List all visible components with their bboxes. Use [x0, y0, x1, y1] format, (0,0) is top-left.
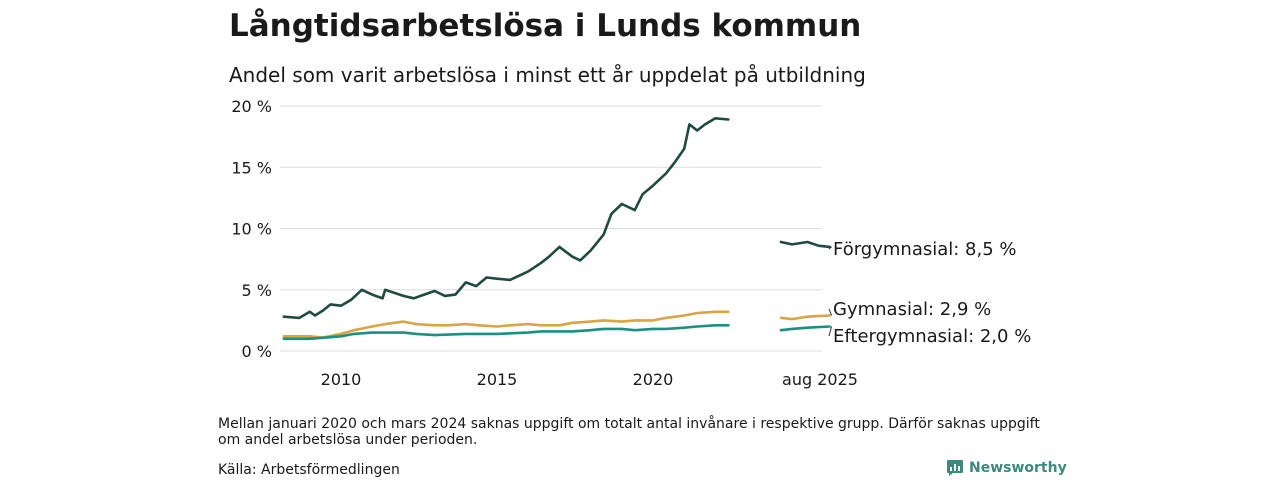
source-text: Källa: Arbetsförmedlingen	[218, 462, 400, 478]
y-tick-label: 5 %	[242, 281, 272, 300]
y-tick-label: 20 %	[231, 97, 272, 116]
y-tick-label: 10 %	[231, 220, 272, 239]
series-line-gymnasial	[282, 310, 730, 339]
series-end-label: Gymnasial: 2,9 %	[833, 299, 991, 320]
x-tick-label: 2010	[321, 370, 362, 389]
series-line-forgymnasial	[779, 240, 831, 249]
series-line-gymnasial	[779, 314, 831, 321]
footnote: Mellan januari 2020 och mars 2024 saknas…	[218, 416, 1040, 448]
series-line-eftergymnasial	[282, 323, 730, 341]
brand[interactable]: Newsworthy	[946, 459, 1067, 477]
series-end-label: Förgymnasial: 8,5 %	[833, 239, 1017, 260]
label-leader-line	[828, 246, 832, 250]
series-end-label: Eftergymnasial: 2,0 %	[833, 326, 1031, 347]
y-tick-label: 0 %	[242, 342, 272, 361]
brand-name: Newsworthy	[969, 460, 1067, 476]
x-tick-label: aug 2025	[782, 370, 858, 389]
x-tick-label: 2015	[477, 370, 518, 389]
label-leader-line	[828, 308, 833, 316]
chart-title: Långtidsarbetslösa i Lunds kommun	[229, 8, 862, 44]
series-line-eftergymnasial	[779, 325, 831, 332]
bar-chart-logo-icon	[947, 460, 963, 476]
series-line-forgymnasial	[282, 117, 730, 320]
label-leader-line	[828, 326, 833, 337]
chart-subtitle: Andel som varit arbetslösa i minst ett å…	[229, 63, 866, 87]
y-tick-label: 15 %	[231, 158, 272, 177]
x-tick-label: 2020	[633, 370, 674, 389]
